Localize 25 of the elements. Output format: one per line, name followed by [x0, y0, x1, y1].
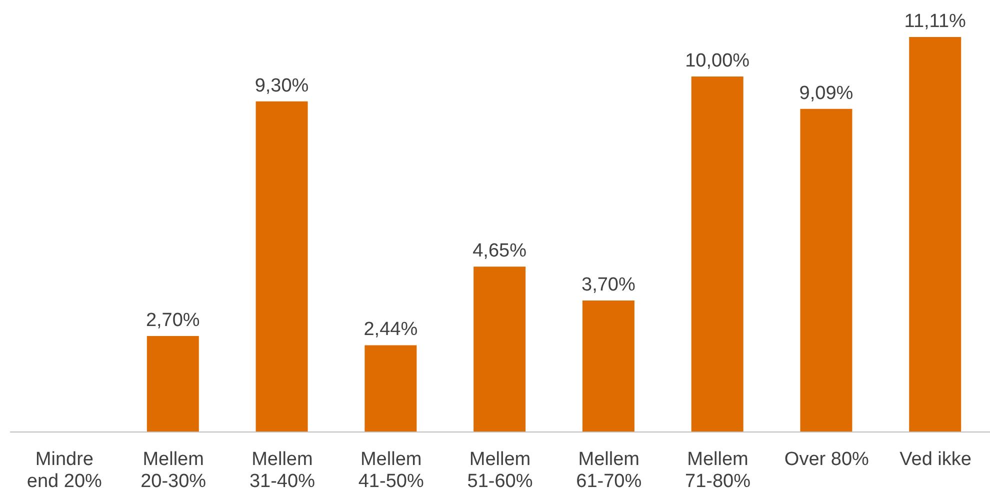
bar — [909, 37, 962, 432]
data-label: 11,11% — [904, 11, 966, 32]
x-tick-label: Mellem 31-40% — [249, 449, 316, 492]
x-tick-label: Over 80% — [784, 449, 870, 470]
bar — [691, 76, 744, 432]
data-label: 10,00% — [685, 50, 750, 72]
x-tick-label: Mellem 41-50% — [358, 449, 424, 492]
data-label: 9,09% — [799, 82, 854, 104]
data-label: 3,70% — [582, 274, 636, 296]
bar — [146, 336, 199, 432]
x-tick-label: Mellem 20-30% — [140, 449, 206, 492]
bar — [800, 108, 852, 432]
bar — [256, 101, 308, 432]
bar — [364, 345, 417, 432]
x-tick-label: Ved ikke — [900, 449, 972, 470]
x-tick-label: Mindre end 20% — [26, 449, 102, 492]
bar — [474, 266, 526, 432]
x-tick-label: Mellem 71-80% — [685, 449, 751, 492]
data-label: 4,65% — [472, 240, 527, 262]
x-tick-label: Mellem 61-70% — [576, 449, 642, 492]
bar — [582, 300, 634, 432]
data-label: 9,30% — [254, 75, 309, 96]
data-label: 2,70% — [146, 310, 200, 332]
x-tick-label: Mellem 51-60% — [467, 449, 533, 492]
data-label: 2,44% — [364, 319, 418, 340]
